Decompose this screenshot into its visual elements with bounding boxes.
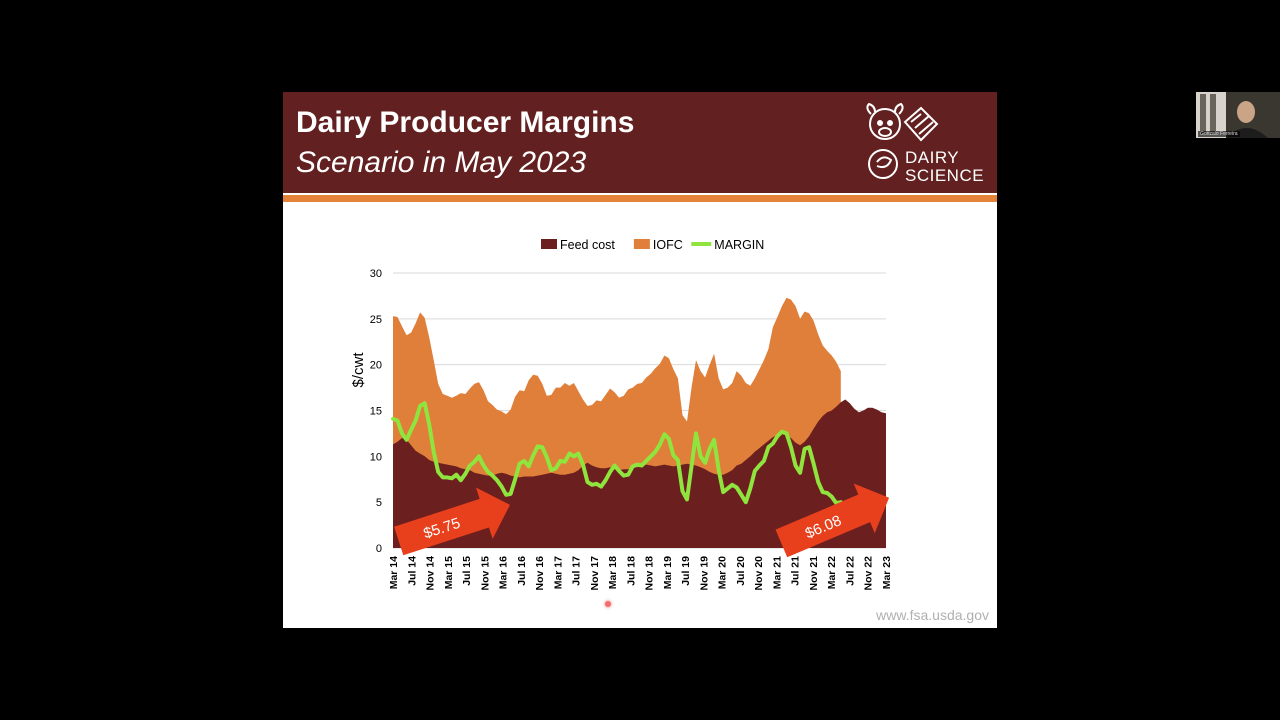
x-tick-label: Mar 19 [662, 556, 674, 589]
x-tick-label: Nov 20 [753, 556, 765, 591]
participant-avatar [1196, 92, 1280, 138]
cow-icon [866, 102, 939, 179]
participant-name: Gonzalo Ferreira [1198, 131, 1240, 137]
x-tick-label: Mar 21 [771, 556, 783, 589]
slide-header: Dairy Producer Margins Scenario in May 2… [283, 92, 997, 193]
x-axis-ticks: Mar 14 Jul 14 Nov 14 Mar 15 Jul 15 Nov 15 Mar … [388, 556, 893, 591]
x-tick-label: Mar 16 [498, 556, 510, 589]
legend-swatch-feed-cost [541, 239, 557, 249]
header-accent-rule [283, 193, 997, 202]
x-tick-label: Jul 16 [516, 556, 528, 586]
margin-chart: Feed cost IOFC MARGIN 0 5 10 15 20 25 30 $/cwt M… [350, 238, 893, 591]
x-tick-label: Nov 22 [863, 556, 875, 591]
series-area-feed-cost [393, 399, 886, 548]
chart-areas [391, 297, 886, 548]
legend-label: MARGIN [714, 238, 764, 252]
slide-subtitle: Scenario in May 2023 [296, 146, 587, 179]
margin-callouts: $5.75 $6.08 [394, 483, 890, 558]
legend-label: Feed cost [560, 238, 615, 252]
slide-title: Dairy Producer Margins [296, 106, 635, 139]
x-tick-label: Nov 21 [808, 556, 820, 591]
logo-text-science: SCIENCE [905, 166, 985, 185]
y-tick-label: 15 [370, 406, 382, 418]
y-tick-label: 20 [370, 360, 382, 372]
laser-pointer [605, 601, 611, 607]
x-tick-label: Nov 18 [644, 556, 656, 591]
y-tick-label: 30 [370, 268, 382, 280]
x-tick-label: Mar 18 [607, 556, 619, 589]
x-tick-label: Nov 14 [425, 556, 437, 591]
logo-text-dairy: DAIRY [905, 148, 960, 167]
y-axis-label: $/cwt [350, 352, 367, 388]
series-line-margin [391, 401, 843, 506]
legend-swatch-iofc [633, 239, 650, 249]
x-tick-label: Jul 21 [790, 556, 802, 586]
x-tick-label: Nov 17 [589, 556, 601, 591]
x-tick-label: Jul 22 [845, 556, 857, 586]
x-tick-label: Jul 17 [571, 556, 583, 586]
participant-video[interactable]: Gonzalo Ferreira [1196, 92, 1280, 138]
y-tick-label: 5 [376, 497, 382, 509]
x-tick-label: Nov 15 [479, 556, 491, 591]
x-tick-label: Jul 19 [680, 556, 692, 586]
slide: Dairy Producer Margins Scenario in May 2… [283, 92, 997, 628]
x-tick-label: Jul 15 [461, 556, 473, 586]
source-url: www.fsa.usda.gov [876, 607, 989, 623]
x-tick-label: Mar 15 [443, 556, 455, 589]
x-tick-label: Mar 20 [717, 556, 729, 589]
x-tick-label: Nov 19 [698, 556, 710, 591]
margin-callout-arrow: $5.75 [394, 487, 510, 556]
x-tick-label: Mar 23 [881, 556, 893, 589]
x-tick-label: Jul 14 [406, 556, 418, 586]
x-tick-label: Jul 18 [625, 556, 637, 586]
x-tick-label: Jul 20 [735, 556, 747, 586]
dairy-science-logo: DAIRY SCIENCE [863, 96, 987, 190]
x-tick-label: Mar 14 [388, 556, 400, 589]
y-tick-label: 25 [370, 314, 382, 326]
x-tick-label: Mar 17 [552, 556, 564, 589]
x-tick-label: Nov 16 [534, 556, 546, 591]
y-axis-ticks: 0 5 10 15 20 25 30 [370, 268, 382, 555]
chart-legend: Feed cost IOFC MARGIN [541, 238, 764, 252]
y-tick-label: 10 [370, 451, 382, 463]
x-tick-label: Mar 22 [826, 556, 838, 589]
y-tick-label: 0 [376, 543, 382, 555]
legend-label: IOFC [653, 238, 683, 252]
margin-callout-arrow: $6.08 [775, 483, 890, 558]
